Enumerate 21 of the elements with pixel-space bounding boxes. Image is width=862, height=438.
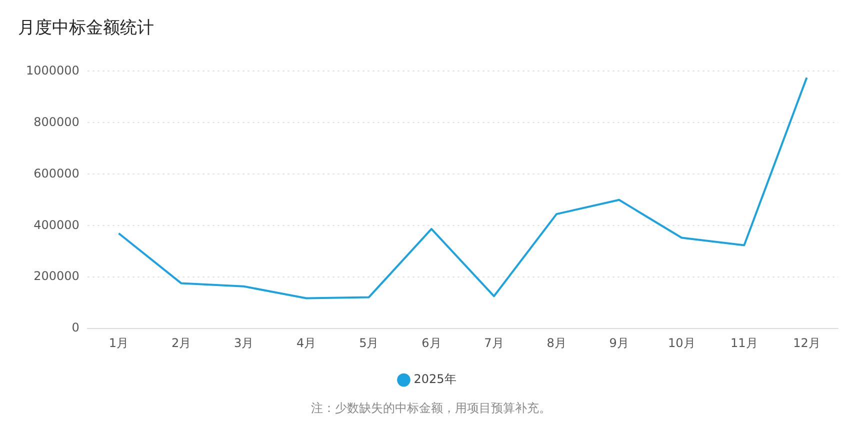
x-tick-label: 12月 [793,336,820,350]
x-tick-label: 1月 [108,336,129,350]
y-tick-label: 1000000 [26,63,80,78]
x-tick-label: 3月 [234,336,254,350]
x-tick-label: 11月 [730,336,758,350]
x-tick-label: 10月 [668,336,696,350]
legend-label: 2025年 [414,372,456,386]
chart-title: 月度中标金额统计 [17,17,155,40]
y-tick-label: 0 [72,320,80,335]
x-tick-label: 5月 [359,336,379,350]
x-tick-label: 2月 [171,336,192,350]
x-tick-label: 6月 [422,336,442,350]
y-tick-label: 600000 [34,166,80,180]
text: 注：少数缺失的中标金额，用项目预算补充。 [310,400,552,417]
y-tick-label: 800000 [34,114,80,129]
x-tick-label: 7月 [484,336,504,350]
x-tick-label: 9月 [609,336,629,350]
y-tick-label: 400000 [34,218,80,232]
y-tick-label: 200000 [34,269,80,284]
x-tick-label: 8月 [546,336,566,350]
x-tick-label: 4月 [296,336,316,350]
